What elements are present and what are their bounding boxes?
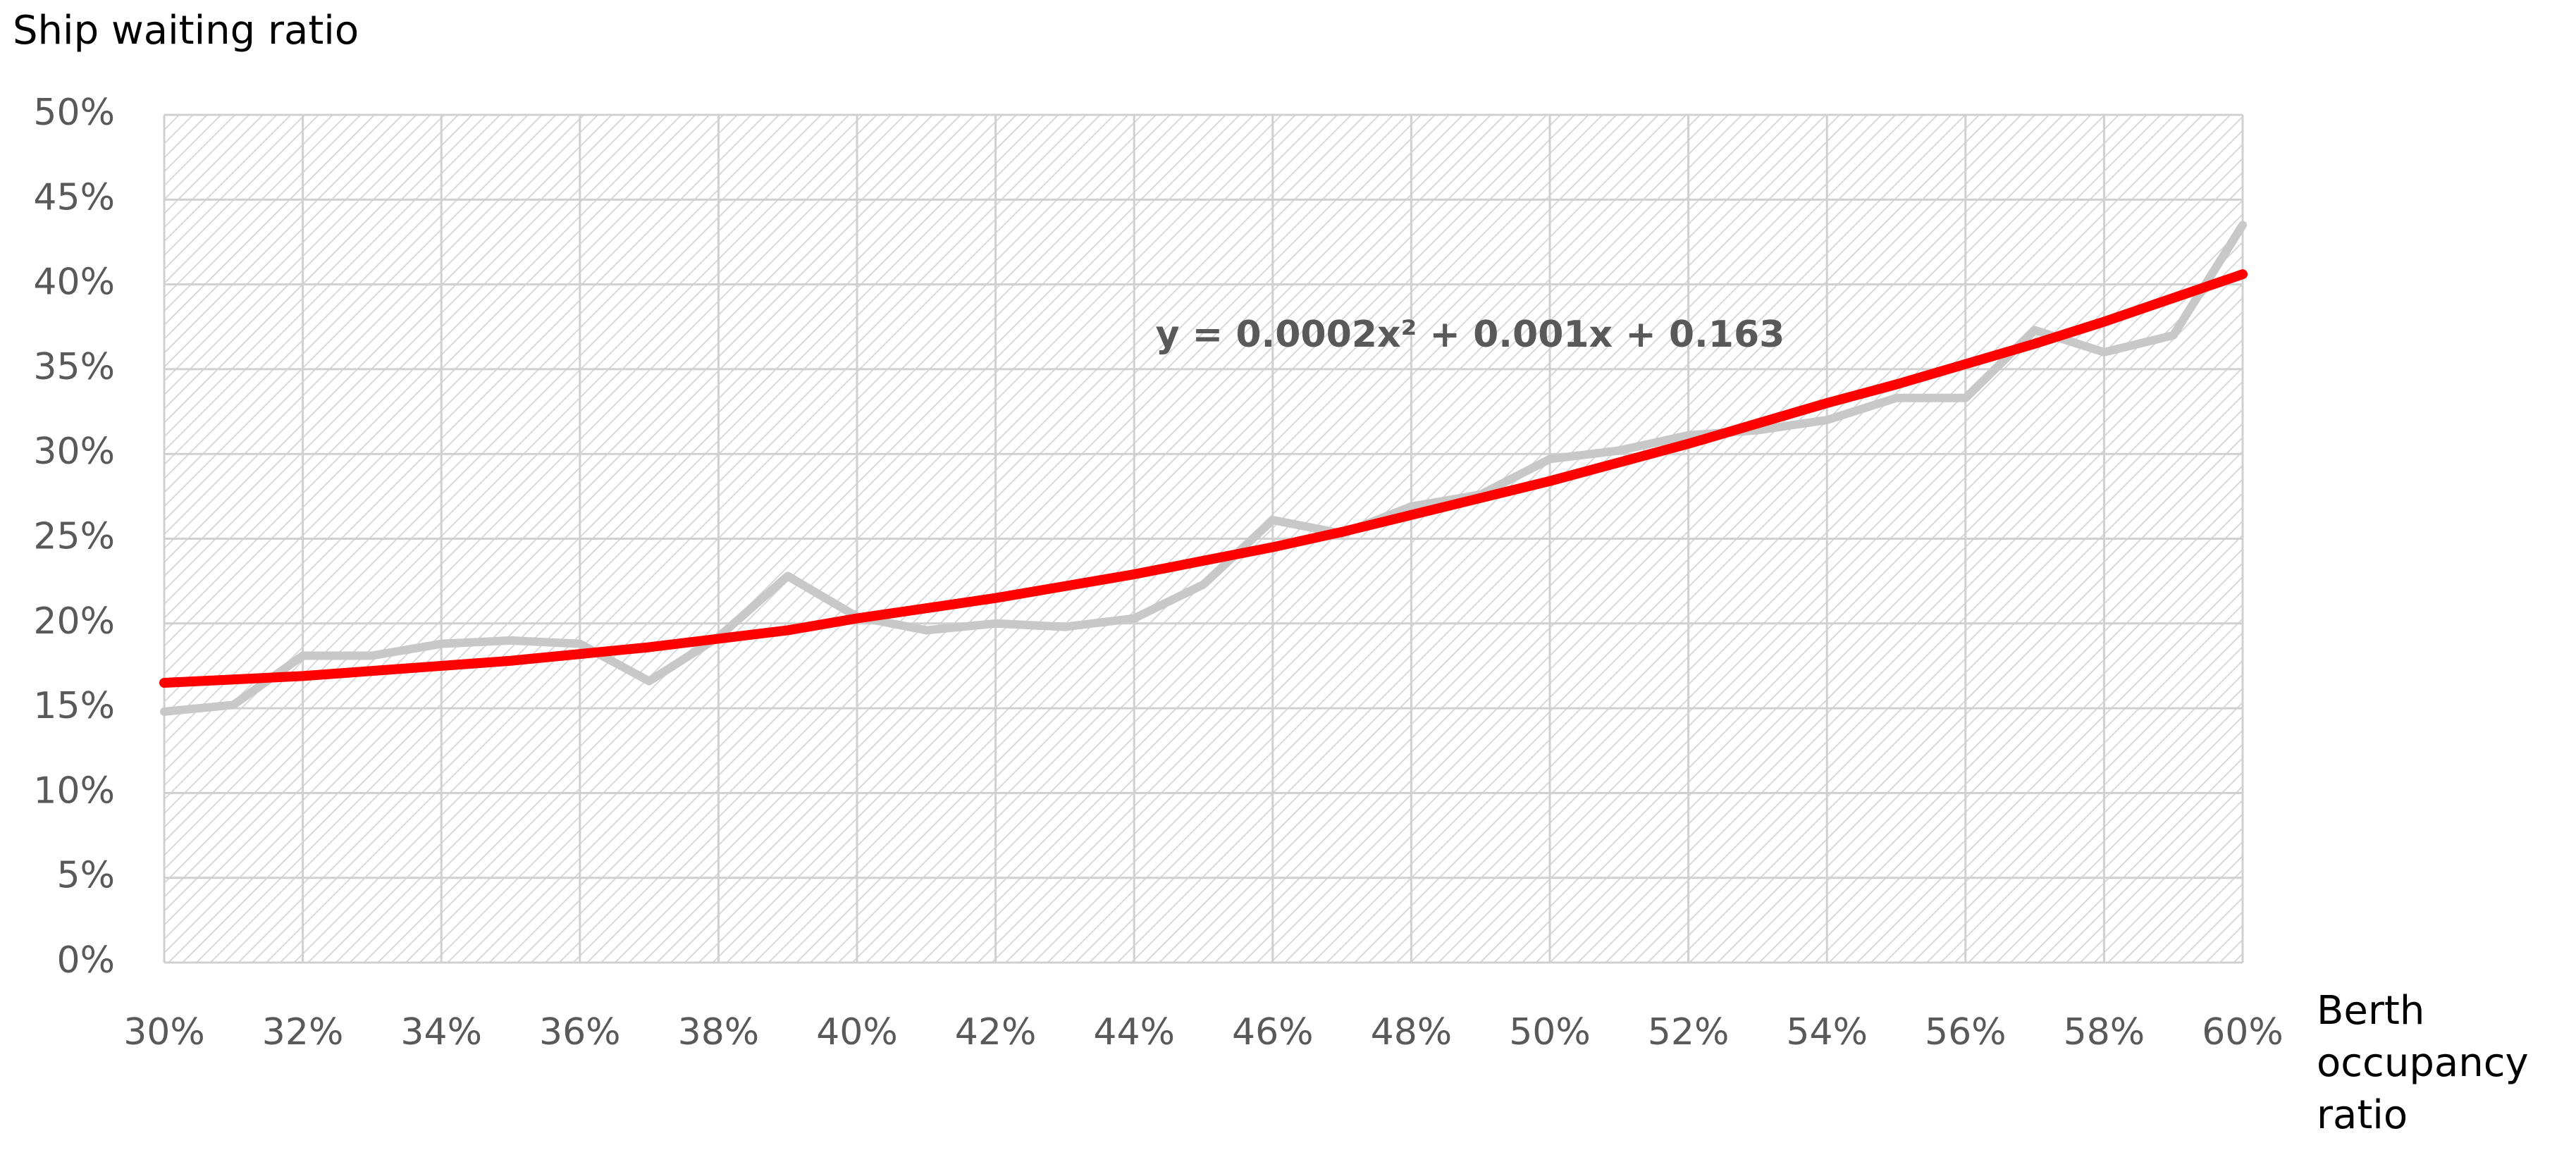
x-tick-label: 42% bbox=[955, 1011, 1037, 1053]
y-tick-label: 5% bbox=[57, 855, 116, 897]
x-tick-label: 32% bbox=[262, 1011, 344, 1053]
x-tick-label: 36% bbox=[539, 1011, 621, 1053]
x-tick-label: 50% bbox=[1509, 1011, 1591, 1053]
x-tick-label: 56% bbox=[1925, 1011, 2007, 1053]
y-tick-label: 50% bbox=[33, 92, 115, 134]
x-tick-label: 38% bbox=[678, 1011, 760, 1053]
y-tick-label: 25% bbox=[33, 516, 115, 558]
y-tick-label: 10% bbox=[33, 769, 115, 812]
y-tick-label: 45% bbox=[33, 176, 115, 218]
y-tick-label: 40% bbox=[33, 261, 115, 304]
x-tick-label: 46% bbox=[1232, 1011, 1314, 1053]
y-tick-label: 35% bbox=[33, 346, 115, 388]
x-axis-label: ratio bbox=[2317, 1092, 2408, 1138]
x-tick-label: 40% bbox=[816, 1011, 898, 1053]
x-tick-label: 48% bbox=[1371, 1011, 1453, 1053]
x-axis-label: occupancy bbox=[2317, 1040, 2529, 1086]
x-tick-label: 58% bbox=[2064, 1011, 2145, 1053]
data-line bbox=[160, 221, 2247, 716]
y-tick-label: 15% bbox=[33, 685, 115, 727]
x-tick-label: 52% bbox=[1648, 1011, 1730, 1053]
y-tick-label: 0% bbox=[57, 939, 116, 982]
x-tick-label: 34% bbox=[400, 1011, 482, 1053]
x-tick-label: 54% bbox=[1786, 1011, 1868, 1053]
trendline-equation: y = 0.0002x² + 0.001x + 0.163 bbox=[1156, 314, 1785, 356]
y-tick-label: 30% bbox=[33, 431, 115, 473]
y-tick-label: 20% bbox=[33, 600, 115, 643]
x-axis-label: Berth bbox=[2317, 988, 2424, 1034]
data-line bbox=[159, 269, 2248, 688]
y-axis-label: Ship waiting ratio bbox=[13, 8, 359, 54]
x-tick-label: 60% bbox=[2202, 1011, 2284, 1053]
x-tick-label: 30% bbox=[123, 1011, 205, 1053]
x-tick-label: 44% bbox=[1093, 1011, 1175, 1053]
